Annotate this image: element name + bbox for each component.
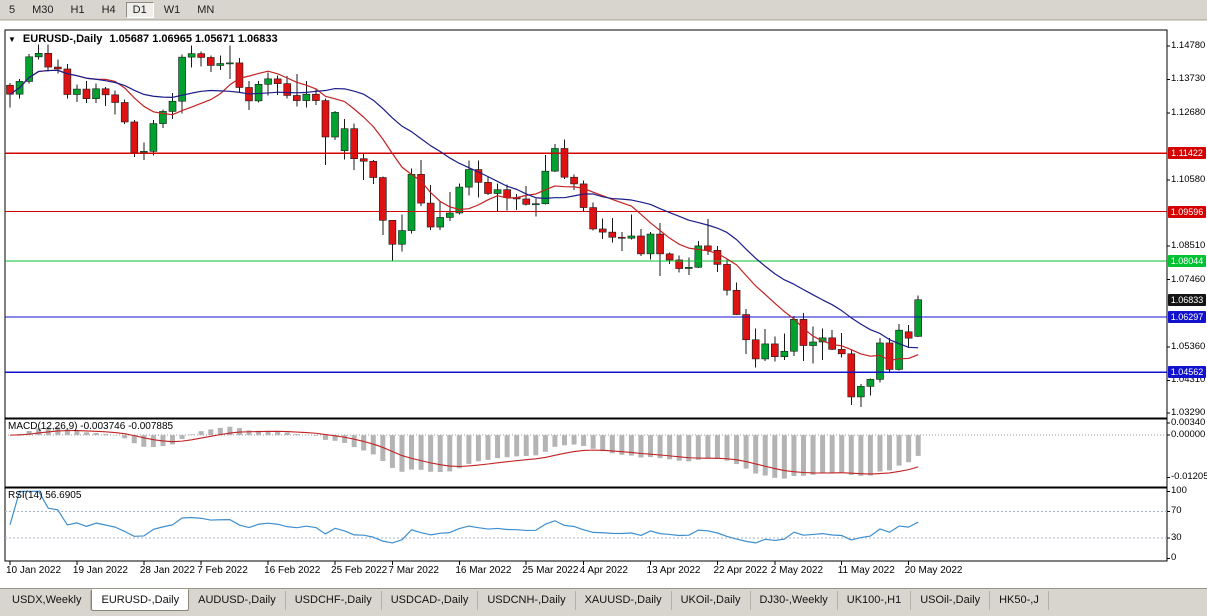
timeframe-button-h1[interactable]: H1 <box>70 3 85 16</box>
price-axis-label: 1.08510 <box>1171 240 1206 252</box>
chart-tab-usdcnh-daily[interactable]: USDCNH-,Daily <box>478 591 576 610</box>
chart-symbol-label: EURUSD-,Daily <box>22 33 103 45</box>
macd-axis-label: 0.00340 <box>1171 417 1206 429</box>
price-level-badge: 1.06297 <box>1168 310 1206 323</box>
chart-tab-usoil-daily[interactable]: USOil-,Daily <box>911 591 991 610</box>
time-axis-label: 4 Apr 2022 <box>579 565 628 576</box>
chart-title: ▼ EURUSD-,Daily 1.05687 1.06965 1.05671 … <box>8 33 278 45</box>
price-level-badge: 1.04562 <box>1168 366 1206 379</box>
time-axis-label: 25 Feb 2022 <box>331 565 388 576</box>
time-axis-label: 7 Mar 2022 <box>388 565 439 576</box>
candlestick-chart[interactable] <box>0 0 1207 590</box>
macd-axis-label: -0.01205 <box>1171 471 1207 483</box>
price-level-badge: 1.09596 <box>1168 205 1206 218</box>
rsi-axis-label: 100 <box>1171 485 1187 497</box>
rsi-indicator-label: RSI(14) 56.6905 <box>8 490 82 501</box>
price-axis-label: 1.13730 <box>1171 73 1206 85</box>
time-axis-label: 19 Jan 2022 <box>72 565 128 576</box>
price-axis-label: 1.03290 <box>1171 406 1206 418</box>
rsi-axis-label: 70 <box>1171 505 1182 517</box>
timeframe-button-w1[interactable]: W1 <box>163 3 181 16</box>
price-axis-label: 1.07460 <box>1171 273 1206 285</box>
macd-axis-label: 0.00000 <box>1171 429 1206 441</box>
timeframe-button-m30[interactable]: M30 <box>32 3 54 16</box>
price-level-badge: 1.08044 <box>1168 255 1206 268</box>
time-axis-label: 16 Feb 2022 <box>264 565 321 576</box>
timeframe-toolbar: 5 M30 H1 H4 D1 W1 MN <box>0 0 1207 20</box>
macd-indicator-label: MACD(12,26,9) -0.003746 -0.007885 <box>8 421 174 432</box>
chart-tab-audusd-daily[interactable]: AUDUSD-,Daily <box>189 591 286 610</box>
time-axis-label: 11 May 2022 <box>837 565 895 576</box>
chart-tab-xauusd-daily[interactable]: XAUUSD-,Daily <box>576 591 672 610</box>
price-axis-label: 1.12680 <box>1171 107 1206 119</box>
price-axis[interactable]: 1.14780 1.13730 1.12680 1.10580 1.08510 1.074… <box>1167 0 1207 590</box>
price-axis-label: 1.10580 <box>1171 174 1206 186</box>
timeframe-button-5[interactable]: 5 <box>9 3 16 16</box>
rsi-axis-label: 30 <box>1171 532 1182 544</box>
time-axis-label: 20 May 2022 <box>904 565 963 576</box>
chart-tab-hk50-j[interactable]: HK50-,J <box>990 591 1049 610</box>
time-axis-label: 28 Jan 2022 <box>139 565 195 576</box>
time-axis-label: 22 Apr 2022 <box>713 565 768 576</box>
timeframe-button-h4[interactable]: H4 <box>101 3 116 16</box>
chart-tab-ukoil-daily[interactable]: UKOil-,Daily <box>672 591 751 610</box>
time-axis-label: 2 May 2022 <box>770 565 824 576</box>
timeframe-button-d1[interactable]: D1 <box>125 1 154 18</box>
price-axis-label: 1.04310 <box>1171 374 1206 386</box>
time-axis-label: 10 Jan 2022 <box>6 565 62 576</box>
price-level-badge: 1.06833 <box>1168 293 1206 306</box>
chart-tab-dj30-weekly[interactable]: DJ30-,Weekly <box>751 591 838 610</box>
price-axis-label: 1.14780 <box>1171 39 1206 51</box>
time-axis-label: 7 Feb 2022 <box>197 565 248 576</box>
chart-ohlc-values: 1.05687 1.06965 1.05671 1.06833 <box>109 33 278 45</box>
chart-background <box>0 21 1207 588</box>
chart-tab-usdcad-daily[interactable]: USDCAD-,Daily <box>382 591 479 610</box>
chart-tabs-bar: USDX,Weekly EURUSD-,Daily AUDUSD-,Daily USD… <box>0 588 1207 616</box>
price-level-badge: 1.11422 <box>1168 147 1206 160</box>
time-axis-label: 13 Apr 2022 <box>646 565 701 576</box>
time-axis-label: 16 Mar 2022 <box>455 565 512 576</box>
chart-tab-usdx-weekly[interactable]: USDX,Weekly <box>3 591 92 610</box>
chart-tab-usdchf-daily[interactable]: USDCHF-,Daily <box>286 591 382 610</box>
price-axis-label: 1.05360 <box>1171 340 1206 352</box>
rsi-axis-label: 0 <box>1171 552 1177 564</box>
time-axis[interactable]: 10 Jan 2022 19 Jan 2022 28 Jan 2022 7 Feb 2… <box>0 565 1167 581</box>
chart-tab-uk100-h1[interactable]: UK100-,H1 <box>838 591 912 610</box>
chart-tab-eurusd-daily[interactable]: EURUSD-,Daily <box>91 589 190 611</box>
chart-marker-icon: ▼ <box>8 34 16 44</box>
time-axis-label: 25 Mar 2022 <box>522 565 579 576</box>
timeframe-button-mn[interactable]: MN <box>197 3 215 16</box>
